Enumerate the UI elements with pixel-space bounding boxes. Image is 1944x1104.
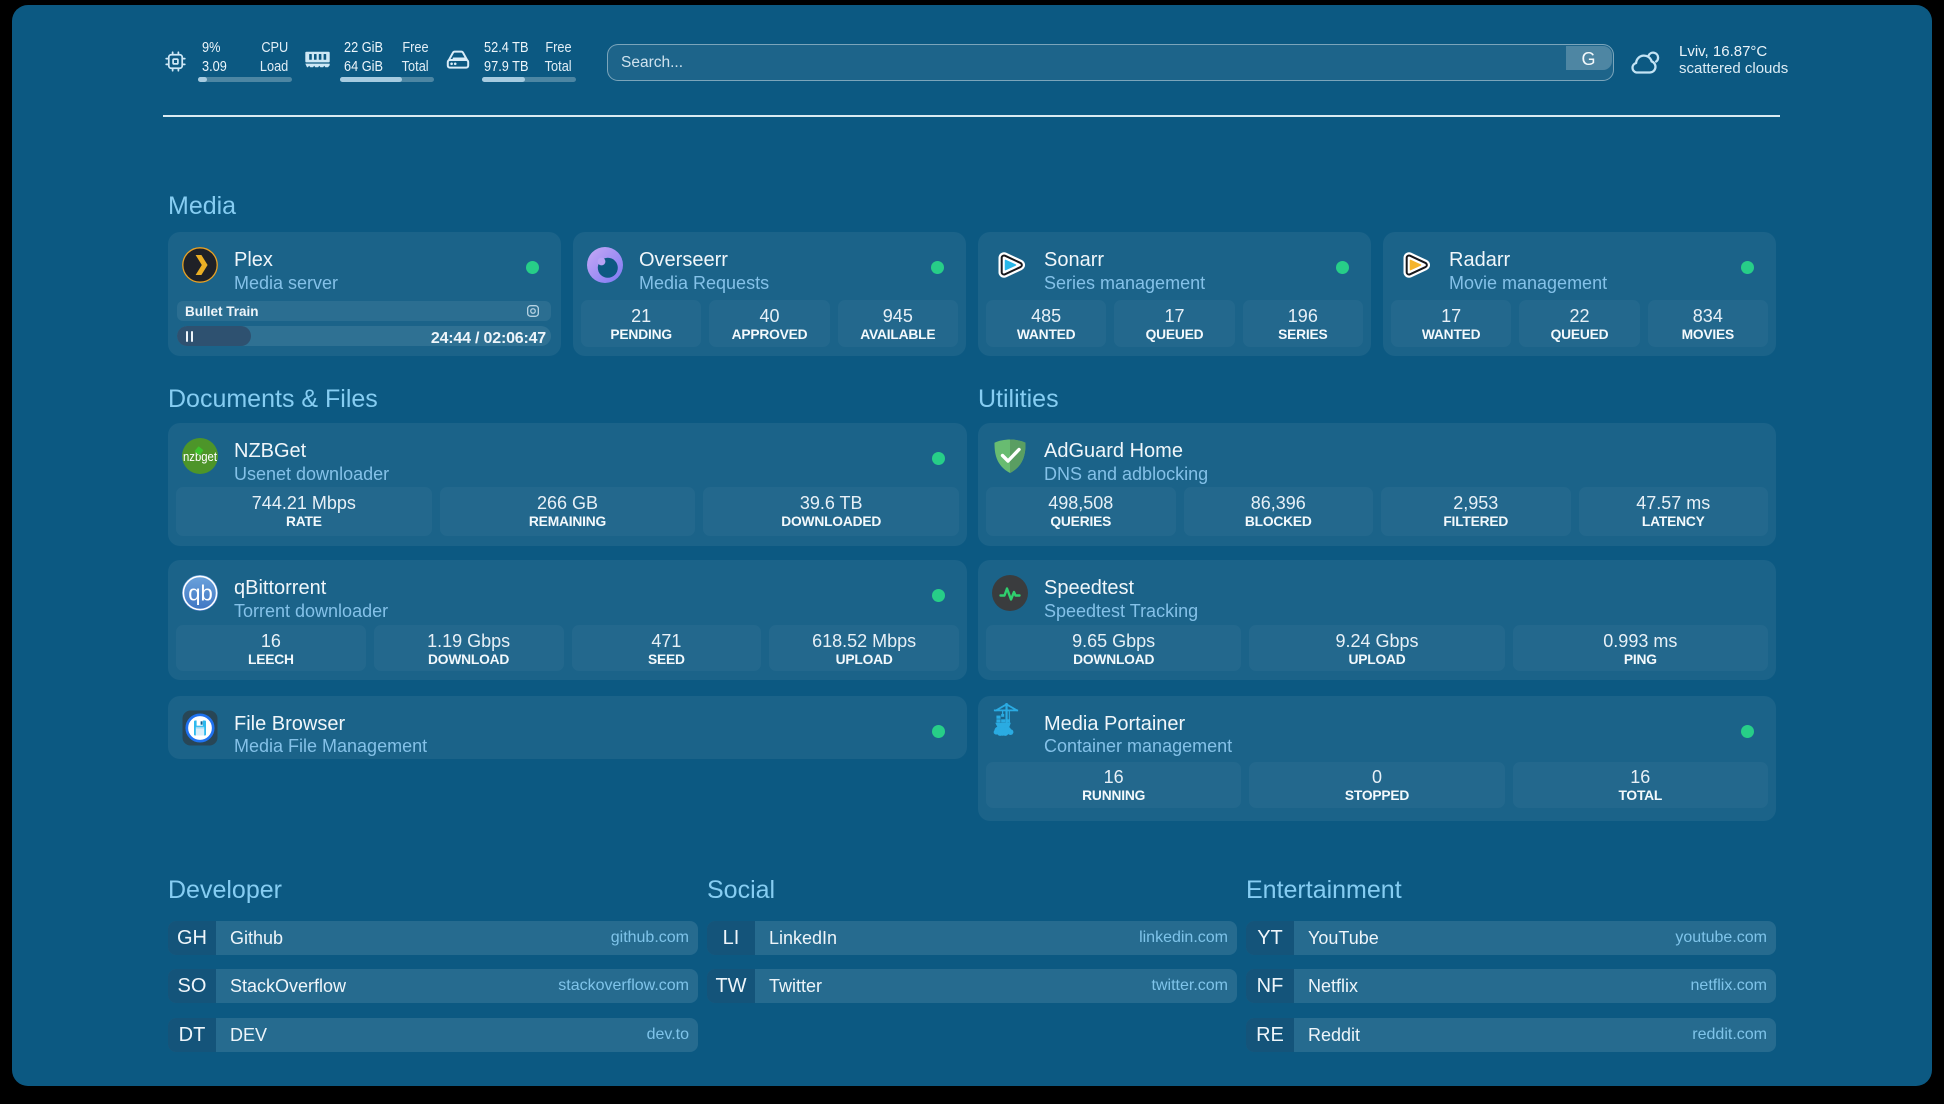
- svg-text:nzbget: nzbget: [183, 450, 217, 464]
- svg-text:qb: qb: [188, 581, 212, 606]
